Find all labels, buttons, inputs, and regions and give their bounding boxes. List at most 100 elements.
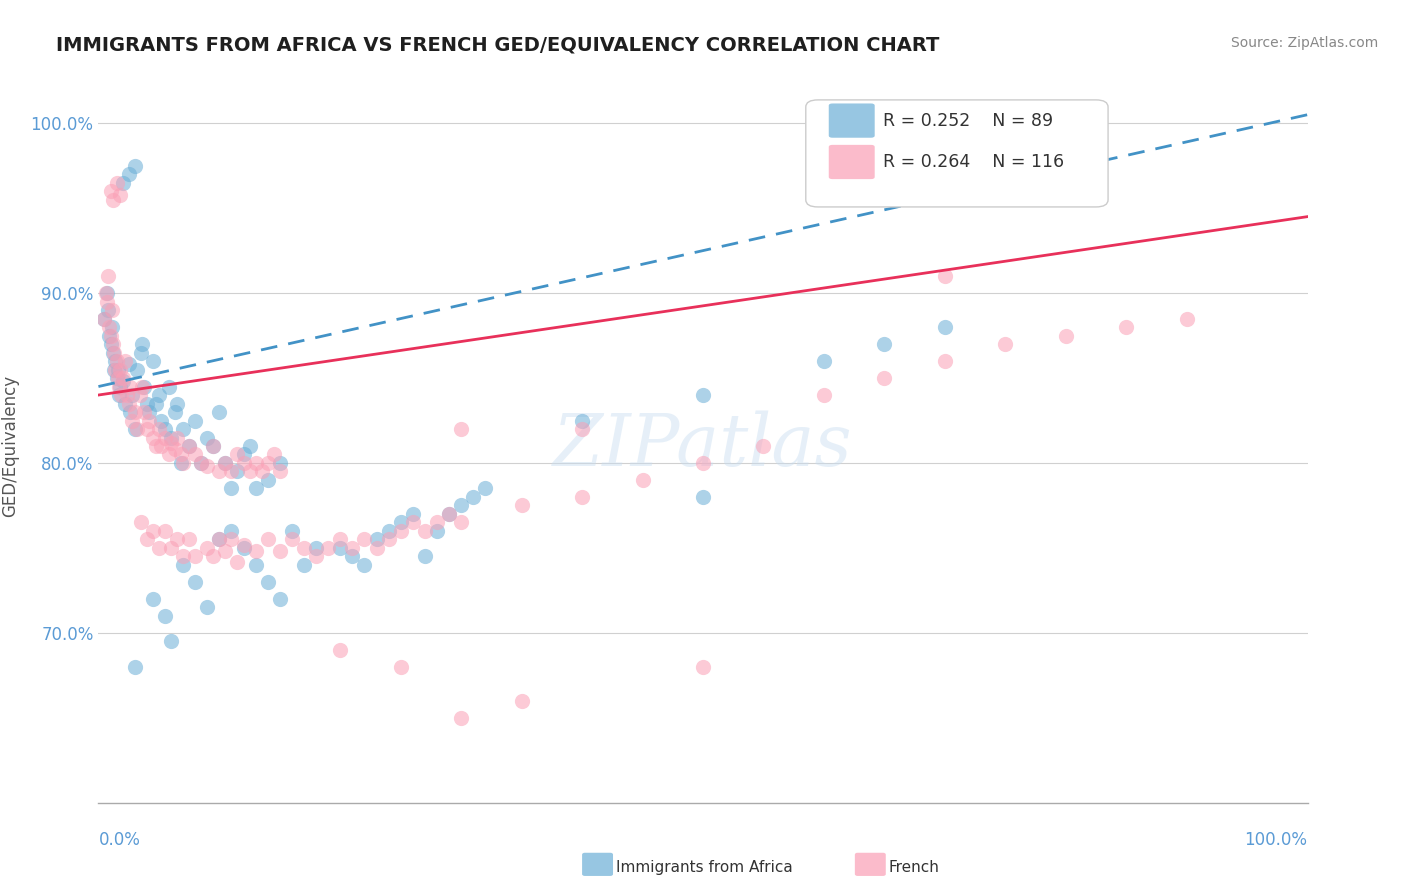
Point — [195, 600, 218, 615]
Point — [166, 533, 188, 547]
Point — [138, 405, 160, 419]
Point — [100, 184, 122, 198]
Point — [134, 405, 156, 419]
Point — [934, 320, 956, 334]
Point — [269, 591, 291, 606]
Point — [131, 379, 153, 393]
Point — [245, 456, 267, 470]
Point — [256, 456, 278, 470]
Point — [245, 482, 267, 496]
Point — [202, 439, 225, 453]
Text: ZIPatlas: ZIPatlas — [553, 410, 853, 482]
Point — [226, 555, 249, 569]
Point — [148, 422, 170, 436]
Point — [118, 358, 141, 372]
Point — [153, 422, 176, 436]
Point — [692, 490, 714, 504]
Point — [402, 516, 425, 530]
Point — [292, 558, 315, 572]
Point — [250, 465, 273, 479]
Text: R = 0.264    N = 116: R = 0.264 N = 116 — [883, 153, 1064, 171]
Point — [232, 448, 254, 462]
Point — [366, 541, 388, 555]
Point — [114, 396, 136, 410]
Point — [208, 533, 231, 547]
Point — [111, 371, 134, 385]
Point — [269, 456, 291, 470]
Point — [118, 379, 141, 393]
Point — [232, 537, 254, 551]
Point — [413, 524, 436, 538]
Point — [873, 337, 896, 351]
Point — [342, 549, 364, 564]
Point — [153, 430, 176, 444]
Point — [426, 516, 449, 530]
Y-axis label: GED/Equivalency: GED/Equivalency — [1, 375, 20, 517]
Point — [118, 396, 141, 410]
Point — [450, 516, 472, 530]
Point — [202, 439, 225, 453]
Point — [121, 388, 143, 402]
Point — [127, 422, 149, 436]
Point — [142, 354, 165, 368]
Point — [450, 711, 472, 725]
Point — [134, 379, 156, 393]
Point — [692, 660, 714, 674]
Point — [111, 375, 134, 389]
Point — [153, 608, 176, 623]
Point — [172, 558, 194, 572]
Text: Source: ZipAtlas.com: Source: ZipAtlas.com — [1230, 36, 1378, 50]
Point — [389, 524, 412, 538]
Point — [692, 456, 714, 470]
Point — [195, 541, 218, 555]
Point — [190, 456, 212, 470]
Point — [163, 442, 186, 457]
Point — [813, 354, 835, 368]
Point — [256, 473, 278, 487]
Text: IMMIGRANTS FROM AFRICA VS FRENCH GED/EQUIVALENCY CORRELATION CHART: IMMIGRANTS FROM AFRICA VS FRENCH GED/EQU… — [56, 36, 939, 54]
Point — [342, 541, 364, 555]
Point — [160, 541, 183, 555]
Point — [692, 388, 714, 402]
Point — [450, 499, 472, 513]
Point — [145, 396, 167, 410]
Point — [402, 507, 425, 521]
Point — [93, 311, 115, 326]
Point — [571, 413, 593, 427]
Point — [437, 507, 460, 521]
Point — [153, 524, 176, 538]
Point — [103, 362, 125, 376]
Point — [142, 430, 165, 444]
Point — [166, 430, 188, 444]
Point — [195, 459, 218, 474]
Point — [118, 405, 141, 419]
Point — [269, 465, 291, 479]
Point — [413, 549, 436, 564]
Point — [195, 430, 218, 444]
Point — [117, 388, 139, 402]
Point — [101, 337, 124, 351]
Point — [221, 482, 243, 496]
Point — [108, 362, 131, 376]
Point — [100, 337, 122, 351]
Point — [377, 524, 399, 538]
Point — [221, 465, 243, 479]
Point — [177, 533, 201, 547]
Point — [169, 456, 191, 470]
Point — [177, 439, 201, 453]
Point — [160, 435, 183, 450]
Point — [202, 549, 225, 564]
Point — [121, 413, 143, 427]
Point — [281, 533, 304, 547]
Point — [226, 448, 249, 462]
Point — [256, 574, 278, 589]
Point — [329, 643, 352, 657]
Point — [426, 524, 449, 538]
Point — [316, 541, 339, 555]
Point — [110, 388, 132, 402]
Point — [105, 354, 128, 368]
FancyBboxPatch shape — [828, 145, 875, 179]
Point — [129, 345, 152, 359]
Point — [184, 549, 207, 564]
Point — [169, 448, 191, 462]
